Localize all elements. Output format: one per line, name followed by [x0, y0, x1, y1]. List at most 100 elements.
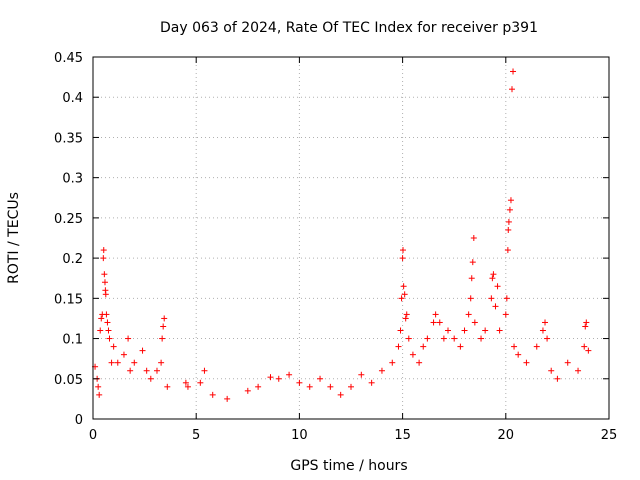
data-point [505, 226, 512, 233]
data-point [378, 367, 385, 374]
data-point [104, 319, 111, 326]
data-point [468, 275, 475, 282]
data-point [337, 391, 344, 398]
data-point [436, 319, 443, 326]
data-point [395, 343, 402, 350]
data-point [401, 291, 408, 298]
data-point [533, 343, 540, 350]
data-point [114, 359, 121, 366]
data-point [511, 343, 518, 350]
data-point [564, 359, 571, 366]
data-point [143, 367, 150, 374]
data-point [409, 351, 416, 358]
data-point [201, 367, 208, 374]
data-point [457, 343, 464, 350]
data-point [400, 283, 407, 290]
data-point [488, 295, 495, 302]
data-point [489, 275, 496, 282]
data-point [161, 315, 168, 322]
y-tick-label: 0.4 [62, 91, 83, 106]
data-point [153, 367, 160, 374]
x-tick-label: 5 [192, 428, 200, 443]
data-point [105, 327, 112, 334]
data-point [97, 327, 104, 334]
y-tick-label: 0.15 [54, 292, 83, 307]
data-point [403, 311, 410, 318]
data-point [416, 359, 423, 366]
data-point [108, 359, 115, 366]
data-point [397, 327, 404, 334]
data-point [507, 197, 514, 204]
data-point [267, 374, 274, 381]
data-point [465, 311, 472, 318]
data-point [490, 271, 497, 278]
x-axis-label: GPS time / hours [290, 458, 407, 474]
data-point [440, 335, 447, 342]
y-tick-label: 0.2 [62, 252, 83, 267]
data-point [184, 383, 191, 390]
data-point [470, 235, 477, 241]
data-point [515, 351, 522, 358]
data-point [398, 295, 405, 302]
data-point [496, 327, 503, 334]
y-tick-label: 0 [75, 413, 83, 428]
data-point [469, 259, 476, 266]
data-point [98, 315, 105, 322]
data-point [106, 335, 113, 342]
data-point [400, 247, 407, 254]
data-point [296, 379, 303, 386]
data-point [209, 391, 216, 398]
data-point [120, 351, 127, 358]
data-point [432, 311, 439, 318]
data-point [508, 86, 515, 93]
data-point [96, 391, 103, 398]
y-tick-label: 0.25 [54, 212, 83, 227]
data-point [100, 247, 107, 254]
data-point [544, 335, 551, 342]
data-point [327, 383, 334, 390]
data-point [224, 395, 231, 402]
data-point [317, 375, 324, 382]
data-point [575, 367, 582, 374]
data-point [101, 271, 108, 278]
y-tick-label: 0.1 [62, 333, 83, 348]
y-tick-label: 0.45 [54, 51, 83, 66]
y-tick-label: 0.35 [54, 131, 83, 146]
data-point [164, 383, 171, 390]
data-point [581, 343, 588, 350]
chart-title: Day 063 of 2024, Rate Of TEC Index for r… [160, 20, 538, 36]
data-points-layer [92, 68, 592, 402]
data-point [542, 319, 549, 326]
data-point [504, 247, 511, 254]
data-point [275, 375, 282, 382]
data-point [102, 291, 109, 298]
data-point [197, 379, 204, 386]
data-point [548, 367, 555, 374]
data-point [131, 359, 138, 366]
data-point [399, 255, 406, 262]
data-point [110, 343, 117, 350]
data-point [127, 367, 134, 374]
x-tick-label: 10 [291, 428, 308, 443]
data-point [95, 383, 102, 390]
data-point [405, 335, 412, 342]
data-point [505, 218, 512, 225]
data-point [478, 335, 485, 342]
data-point [445, 327, 452, 334]
data-point [554, 375, 561, 382]
data-point [358, 371, 365, 378]
data-point [139, 347, 146, 354]
data-point [430, 319, 437, 326]
data-point [125, 335, 132, 342]
x-tick-label: 20 [498, 428, 515, 443]
data-point [420, 343, 427, 350]
data-point [182, 379, 189, 386]
ticks-layer: 0 5 10 15 20 25 0 0.05 0.1 0.15 0.2 0.25 0.3 0.35 0.4 0… [54, 51, 617, 443]
data-point [510, 68, 517, 75]
data-point [492, 303, 499, 310]
data-point [583, 319, 590, 326]
data-point [244, 387, 251, 394]
data-point [147, 375, 154, 382]
grid-layer [93, 57, 609, 419]
